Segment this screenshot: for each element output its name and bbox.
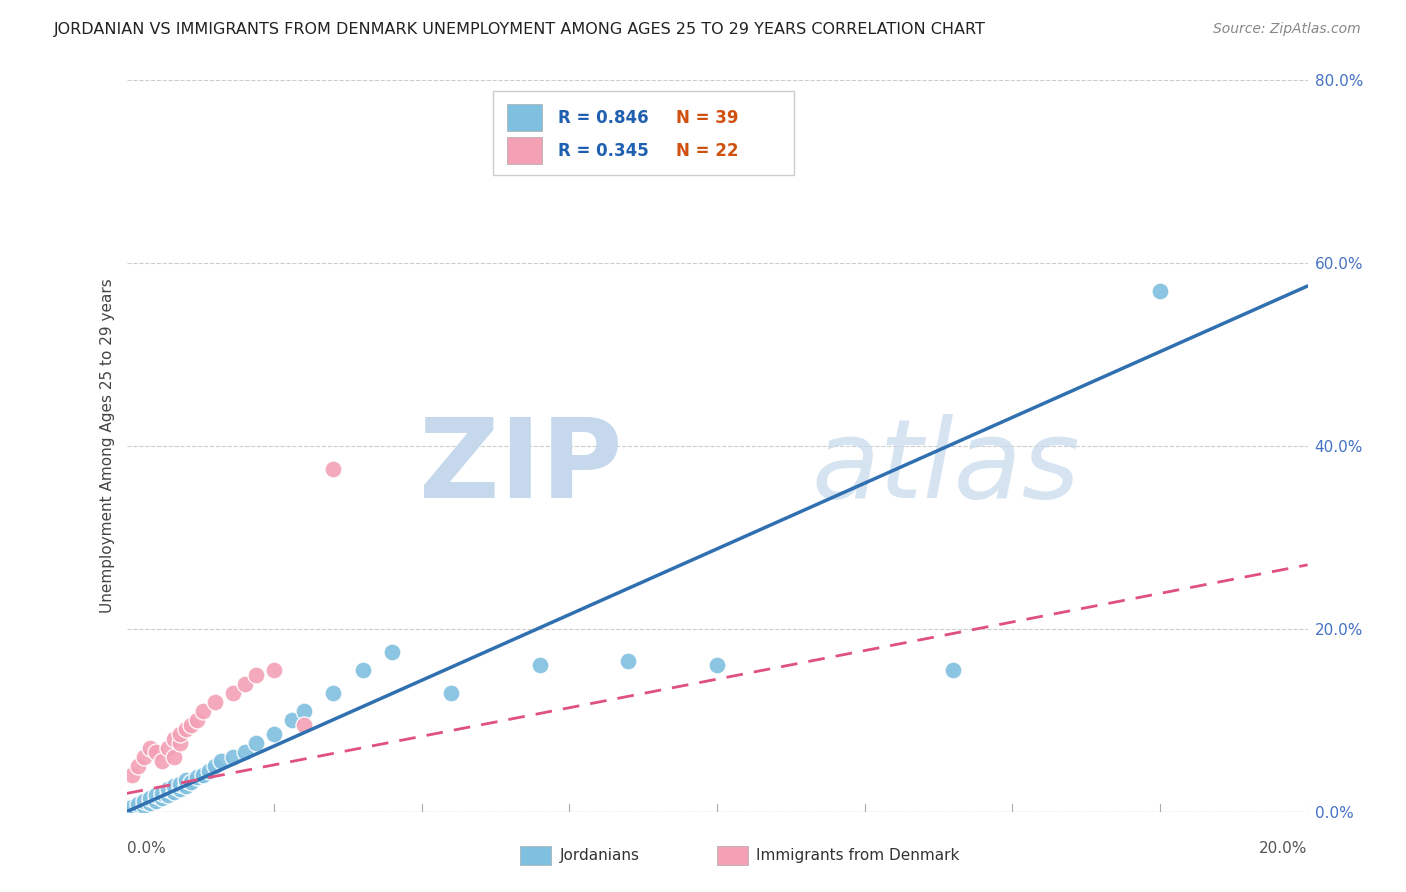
Point — [1149, 284, 1171, 298]
Point — [163, 731, 186, 746]
Point — [322, 462, 344, 476]
Point — [186, 770, 208, 784]
FancyBboxPatch shape — [492, 91, 794, 176]
Text: 20.0%: 20.0% — [1260, 841, 1308, 856]
Point — [193, 704, 215, 718]
Text: R = 0.345: R = 0.345 — [558, 142, 648, 161]
Point — [942, 663, 965, 677]
Point — [139, 791, 162, 805]
Point — [169, 781, 191, 796]
Point — [245, 736, 267, 750]
Text: Jordanians: Jordanians — [560, 848, 640, 863]
Point — [145, 745, 167, 759]
Point — [198, 764, 221, 778]
Point — [174, 779, 197, 793]
Text: JORDANIAN VS IMMIGRANTS FROM DENMARK UNEMPLOYMENT AMONG AGES 25 TO 29 YEARS CORR: JORDANIAN VS IMMIGRANTS FROM DENMARK UNE… — [53, 22, 986, 37]
FancyBboxPatch shape — [506, 136, 543, 164]
Point — [134, 749, 156, 764]
Point — [222, 749, 245, 764]
Point — [706, 658, 728, 673]
Point — [156, 781, 179, 796]
Point — [163, 779, 186, 793]
Point — [180, 718, 202, 732]
Text: 0.0%: 0.0% — [127, 841, 166, 856]
Text: N = 22: N = 22 — [676, 142, 738, 161]
Point — [169, 736, 191, 750]
Point — [381, 645, 404, 659]
Point — [174, 772, 197, 787]
Point — [529, 658, 551, 673]
Point — [163, 749, 186, 764]
Point — [245, 667, 267, 681]
Point — [127, 759, 149, 773]
Point — [169, 777, 191, 791]
Point — [193, 768, 215, 782]
FancyBboxPatch shape — [506, 103, 543, 131]
Point — [145, 794, 167, 808]
Point — [281, 714, 304, 728]
Point — [121, 768, 143, 782]
Point — [150, 755, 173, 769]
Point — [134, 794, 156, 808]
Point — [233, 745, 256, 759]
Text: Immigrants from Denmark: Immigrants from Denmark — [756, 848, 960, 863]
Text: Source: ZipAtlas.com: Source: ZipAtlas.com — [1213, 22, 1361, 37]
Point — [145, 789, 167, 803]
Point — [204, 695, 226, 709]
Point — [617, 654, 640, 668]
Point — [209, 755, 232, 769]
Point — [263, 663, 285, 677]
Point — [134, 799, 156, 814]
Point — [163, 784, 186, 798]
Point — [139, 740, 162, 755]
Point — [233, 676, 256, 690]
Point — [156, 789, 179, 803]
Point — [204, 759, 226, 773]
Point — [180, 775, 202, 789]
Point — [169, 727, 191, 741]
Point — [292, 704, 315, 718]
Point — [352, 663, 374, 677]
Point — [322, 686, 344, 700]
Y-axis label: Unemployment Among Ages 25 to 29 years: Unemployment Among Ages 25 to 29 years — [100, 278, 115, 614]
Text: ZIP: ZIP — [419, 415, 623, 522]
Point — [174, 723, 197, 737]
Text: R = 0.846: R = 0.846 — [558, 109, 648, 127]
Point — [127, 797, 149, 812]
Text: atlas: atlas — [811, 415, 1080, 522]
Point — [186, 714, 208, 728]
Point — [150, 787, 173, 801]
Point — [150, 791, 173, 805]
Text: N = 39: N = 39 — [676, 109, 738, 127]
Point — [156, 740, 179, 755]
Point — [292, 718, 315, 732]
Point — [121, 800, 143, 814]
Point — [440, 686, 463, 700]
Point — [263, 727, 285, 741]
Point — [139, 796, 162, 810]
Point — [222, 686, 245, 700]
